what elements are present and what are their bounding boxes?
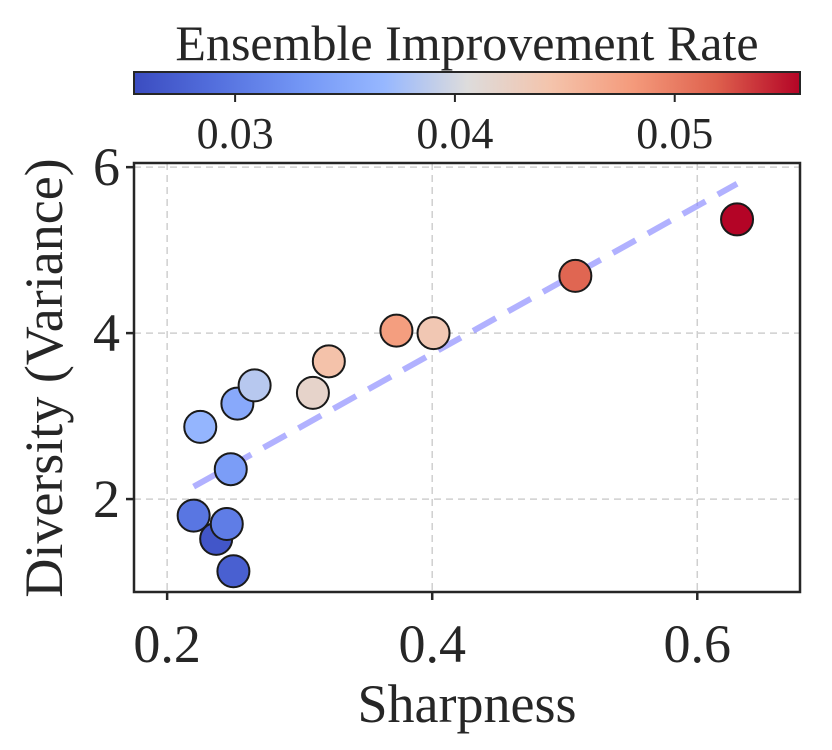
y-axis-ticks: 2 4 6 (93, 137, 134, 529)
colorbar (133, 71, 801, 95)
plot-frame (132, 161, 802, 594)
grid (134, 163, 800, 592)
data-point (416, 316, 451, 351)
data-points (176, 202, 755, 589)
colorbar-ticks: 0.03 0.04 0.05 (197, 94, 713, 158)
colorbar-tick-label: 0.05 (636, 109, 713, 158)
trend-line (192, 181, 739, 490)
y-tick-label: 4 (93, 303, 120, 363)
data-point (379, 313, 414, 348)
data-point (295, 375, 330, 410)
x-axis-ticks: 0.2 0.4 0.6 (133, 592, 731, 674)
x-tick-label: 0.4 (398, 614, 466, 674)
colorbar-title: Ensemble Improvement Rate (175, 15, 758, 71)
data-point (237, 368, 272, 403)
data-point (209, 506, 244, 541)
data-point (176, 498, 211, 533)
data-point (216, 554, 251, 589)
colorbar-tick-label: 0.03 (197, 109, 274, 158)
x-axis-label: Sharpness (358, 674, 577, 734)
data-point (183, 409, 218, 444)
x-tick-label: 0.2 (133, 614, 201, 674)
data-point (213, 452, 248, 487)
y-axis-label: Diversity (Variance) (14, 158, 74, 597)
y-tick-label: 2 (93, 469, 120, 529)
data-point (558, 258, 593, 293)
y-tick-label: 6 (93, 137, 120, 197)
data-point (311, 344, 346, 379)
data-point (720, 202, 755, 237)
colorbar-tick-label: 0.04 (416, 109, 493, 158)
x-tick-label: 0.6 (664, 614, 732, 674)
